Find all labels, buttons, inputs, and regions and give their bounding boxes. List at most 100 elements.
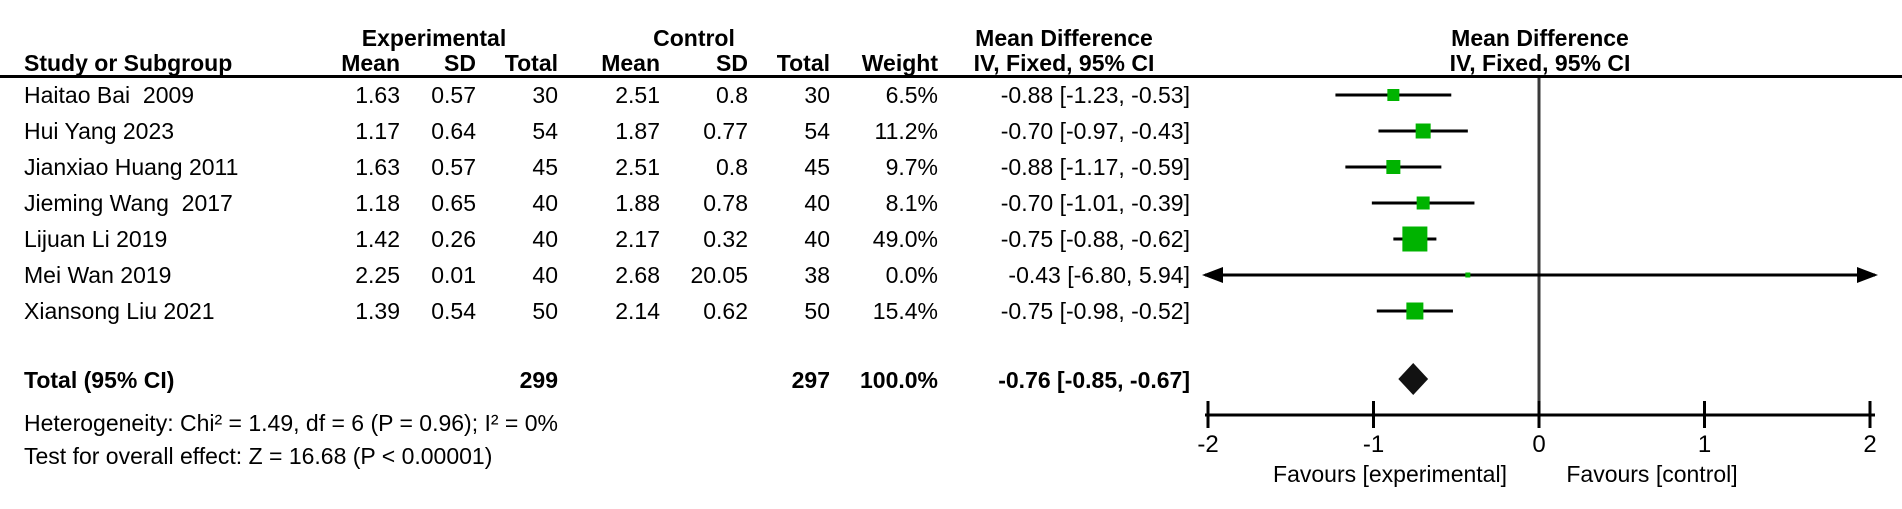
table-row: Jianxiao Huang 2011 1.63 0.57 45 2.51 0.8 45 9.… (0, 149, 1210, 185)
experimental-sd-cell: 0.57 (431, 82, 476, 108)
control-sd-cell: 0.32 (703, 226, 748, 252)
control-sd-cell: 0.78 (703, 190, 748, 216)
total-diamond (1398, 363, 1429, 395)
weight-cell: 49.0% (872, 226, 938, 252)
axis-tick-label: 2 (1863, 431, 1876, 458)
experimental-mean-cell: 1.18 (355, 190, 400, 216)
control-sd-cell: 0.77 (703, 118, 748, 144)
weight-cell: 8.1% (885, 190, 938, 216)
experimental-sd-cell: 0.65 (431, 190, 476, 216)
mean-difference-column-header: Mean Difference (975, 25, 1153, 51)
total-row: Total (95% CI) 299 297 100.0% -0.76 [-0.… (0, 362, 1210, 398)
control-sd-cell: 20.05 (690, 262, 748, 288)
effect-marker (1415, 123, 1431, 139)
control-total-cell: 50 (804, 298, 830, 324)
weight-cell: 15.4% (872, 298, 938, 324)
experimental-sd-cell: 0.64 (431, 118, 476, 144)
study-name-cell: Xiansong Liu 2021 (24, 298, 215, 324)
exp-total-column-header: Total (504, 50, 558, 76)
header-divider (0, 75, 1902, 78)
experimental-total-cell: 45 (532, 154, 558, 180)
control-total-cell: 30 (804, 82, 830, 108)
study-name-cell: Jianxiao Huang 2011 (24, 154, 239, 180)
mean-difference-plot-header: Mean Difference (1451, 25, 1629, 51)
axis-tick-label: 1 (1698, 431, 1711, 458)
weight-cell: 11.2% (874, 118, 938, 144)
total-label: Total (95% CI) (24, 367, 175, 393)
weight-cell: 9.7% (885, 154, 938, 180)
total-md-ci: -0.76 [-0.85, -0.67] (998, 367, 1190, 393)
control-total-cell: 40 (804, 190, 830, 216)
table-row: Haitao Bai 2009 1.63 0.57 30 2.51 0.8 30 6.5% -0… (0, 77, 1210, 113)
experimental-total-cell: 54 (532, 118, 558, 144)
experimental-total-cell: 50 (532, 298, 558, 324)
table-row: Lijuan Li 2019 1.42 0.26 40 2.17 0.32 40 49.0% -… (0, 221, 1210, 257)
study-name-cell: Mei Wan 2019 (24, 262, 172, 288)
table-row: Xiansong Liu 2021 1.39 0.54 50 2.14 0.62 50 15.… (0, 293, 1210, 329)
experimental-sd-cell: 0.26 (431, 226, 476, 252)
iv-fixed-column-header: IV, Fixed, 95% CI (973, 50, 1155, 76)
control-sd-cell: 0.8 (716, 82, 748, 108)
md-ci-cell: -0.75 [-0.98, -0.52] (1000, 298, 1190, 324)
control-group-header: Control (653, 25, 735, 51)
control-sd-cell: 0.62 (703, 298, 748, 324)
iv-fixed-plot-header: IV, Fixed, 95% CI (1449, 50, 1631, 76)
experimental-mean-cell: 1.39 (355, 298, 400, 324)
effect-marker (1386, 160, 1401, 174)
md-ci-cell: -0.88 [-1.17, -0.59] (1000, 154, 1190, 180)
study-name-cell: Lijuan Li 2019 (24, 226, 168, 252)
md-ci-cell: -0.75 [-0.88, -0.62] (1000, 226, 1190, 252)
weight-column-header: Weight (861, 50, 938, 76)
favours-control-label: Favours [control] (1566, 461, 1738, 487)
control-mean-cell: 1.87 (615, 118, 660, 144)
md-ci-cell: -0.88 [-1.23, -0.53] (1000, 82, 1190, 108)
experimental-mean-cell: 1.17 (355, 118, 400, 144)
control-total-cell: 45 (804, 154, 830, 180)
table-row: Hui Yang 2023 1.17 0.64 54 1.87 0.77 54 11.2% -0… (0, 113, 1210, 149)
control-total-cell: 40 (804, 226, 830, 252)
control-sd-cell: 0.8 (716, 154, 748, 180)
ctrl-mean-column-header: Mean (601, 50, 660, 76)
effect-marker (1387, 89, 1400, 101)
experimental-mean-cell: 2.25 (355, 262, 400, 288)
md-ci-cell: -0.43 [-6.80, 5.94] (1008, 262, 1190, 288)
table-row: Jieming Wang 2017 1.18 0.65 40 1.88 0.78 40 8.1… (0, 185, 1210, 221)
study-name-cell: Haitao Bai 2009 (24, 82, 195, 108)
experimental-mean-cell: 1.63 (355, 82, 400, 108)
weight-cell: 0.0% (885, 262, 938, 288)
effect-marker (1402, 226, 1428, 252)
exp-mean-column-header: Mean (341, 50, 400, 76)
effect-marker (1465, 272, 1471, 278)
experimental-total-cell: 30 (532, 82, 558, 108)
study-column-header: Study or Subgroup (24, 50, 233, 76)
total-weight: 100.0% (859, 367, 938, 393)
ctrl-sd-column-header: SD (716, 50, 748, 76)
table-row: Mei Wan 2019 2.25 0.01 40 2.68 20.05 38 0.0% -0.… (0, 257, 1210, 293)
axis-tick-label: 0 (1532, 431, 1545, 458)
control-total-cell: 54 (804, 118, 830, 144)
overall-effect-text: Test for overall effect: Z = 16.68 (P < … (24, 443, 493, 469)
control-mean-cell: 2.14 (615, 298, 660, 324)
weight-cell: 6.5% (885, 82, 938, 108)
axis-tick-label: -1 (1363, 431, 1384, 458)
control-total-cell: 38 (804, 262, 830, 288)
md-ci-cell: -0.70 [-0.97, -0.43] (1000, 118, 1190, 144)
control-mean-cell: 1.88 (615, 190, 660, 216)
ci-arrow-right (1857, 267, 1878, 283)
experimental-sd-cell: 0.54 (431, 298, 476, 324)
experimental-mean-cell: 1.63 (355, 154, 400, 180)
exp-sd-column-header: SD (444, 50, 476, 76)
experimental-sd-cell: 0.57 (431, 154, 476, 180)
favours-experimental-label: Favours [experimental] (1273, 461, 1507, 487)
total-exp-total: 299 (519, 367, 558, 393)
study-name-cell: Jieming Wang 2017 (24, 190, 233, 216)
effect-marker (1416, 196, 1430, 210)
experimental-total-cell: 40 (532, 190, 558, 216)
ci-arrow-left (1202, 267, 1223, 283)
control-mean-cell: 2.51 (615, 82, 660, 108)
experimental-group-header: Experimental (361, 25, 507, 51)
control-mean-cell: 2.68 (615, 262, 660, 288)
axis-tick-label: -2 (1197, 431, 1218, 458)
